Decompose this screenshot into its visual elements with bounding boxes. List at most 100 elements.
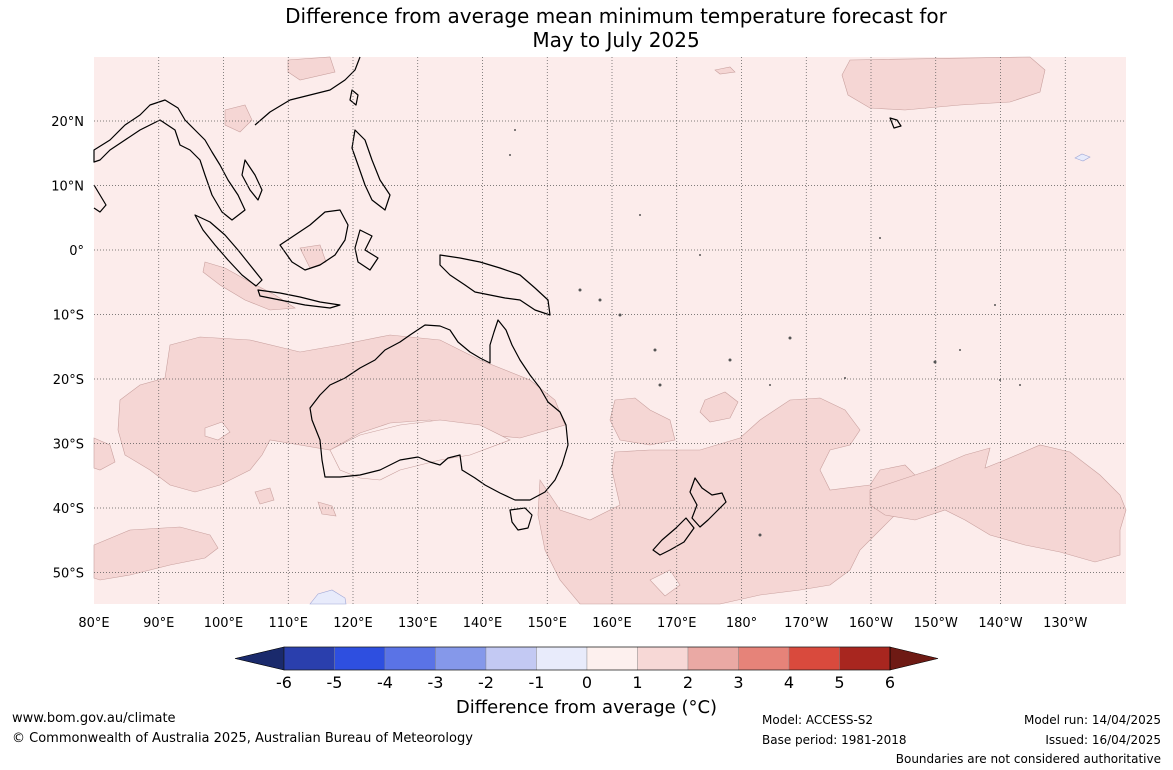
new-guinea-coastline bbox=[439, 254, 551, 316]
longitude-tick-label: 130°E bbox=[398, 616, 438, 631]
longitude-tick-label: 100°E bbox=[204, 616, 244, 631]
colorbar-tick-label: -6 bbox=[276, 673, 292, 692]
anomaly-region-cool-north bbox=[1074, 153, 1091, 162]
colorbar-swatch bbox=[485, 646, 537, 671]
longitude-tick-label: 170°E bbox=[657, 616, 697, 631]
island-dot bbox=[618, 313, 622, 317]
colorbar-swatch bbox=[283, 646, 335, 671]
island-dot bbox=[598, 298, 602, 302]
latitude-tick-label: 0° bbox=[69, 244, 84, 259]
australia-coastline bbox=[309, 319, 569, 501]
island-dot bbox=[769, 384, 771, 386]
java-coastline bbox=[257, 289, 341, 309]
colorbar-swatch bbox=[435, 646, 487, 671]
colorbar-swatch bbox=[839, 646, 891, 671]
latitude-tick-label: 50°S bbox=[53, 567, 84, 582]
colorbar-title: Difference from average (°C) bbox=[455, 697, 718, 718]
longitude-tick-label: 110°E bbox=[268, 616, 308, 631]
hawaii-coastline bbox=[889, 117, 902, 129]
island-dot bbox=[699, 254, 701, 256]
title-line-2: May to July 2025 bbox=[532, 28, 700, 52]
colorbar-outline bbox=[283, 646, 891, 671]
anomaly-region-vietnam bbox=[224, 104, 253, 133]
longitude-tick-label: 120°E bbox=[333, 616, 373, 631]
island-dot bbox=[844, 377, 846, 379]
longitude-tick-label: 130°W bbox=[1043, 616, 1087, 631]
longitude-tick-label: 140°E bbox=[463, 616, 503, 631]
longitude-labels: 80°E 90°E 100°E 110°E 120°E 130°E 140°E 150°E 16… bbox=[78, 616, 1087, 631]
colorbar: -6 -5 -4 -3 -2 -1 0 1 2 3 4 5 6 bbox=[234, 646, 939, 692]
latitude-tick-label: 30°S bbox=[53, 438, 84, 453]
island-dot bbox=[1019, 384, 1021, 386]
colorbar-tick-label: -3 bbox=[428, 673, 444, 692]
india-coastline bbox=[93, 184, 107, 213]
philippines-coastline bbox=[351, 129, 391, 211]
colorbar-tick-label: 3 bbox=[733, 673, 743, 692]
longitude-tick-label: 160°W bbox=[849, 616, 893, 631]
anomaly-region-small-ne bbox=[714, 66, 736, 75]
colorbar-swatch bbox=[586, 646, 638, 671]
anomaly-region-indian-south bbox=[93, 526, 219, 581]
longitude-tick-label: 160°E bbox=[592, 616, 632, 631]
colorbar-swatch bbox=[687, 646, 739, 671]
near-average-hole-south-pacific bbox=[649, 569, 681, 597]
latitude-tick-label: 10°N bbox=[51, 180, 84, 195]
anomaly-region-west-strip bbox=[93, 437, 116, 471]
anomaly-regions-1-to-2 bbox=[93, 56, 1127, 605]
new-zealand-south-coastline bbox=[652, 517, 695, 556]
longitude-tick-label: 150°E bbox=[527, 616, 567, 631]
island-dot bbox=[728, 358, 732, 362]
latitude-tick-label: 40°S bbox=[53, 502, 84, 517]
island-dot bbox=[788, 336, 792, 340]
coastlines bbox=[93, 56, 902, 556]
title-line-1: Difference from average mean minimum tem… bbox=[285, 4, 947, 28]
model-run-text: Model run: 14/04/2025 bbox=[1023, 713, 1161, 727]
new-zealand-north-coastline bbox=[689, 477, 727, 528]
anomaly-region-small-south bbox=[254, 487, 275, 505]
colorbar-swatch bbox=[334, 646, 386, 671]
colorbar-swatch bbox=[637, 646, 689, 671]
model-text: Model: ACCESS-S2 bbox=[762, 713, 874, 727]
island-dot bbox=[933, 360, 937, 364]
latitude-tick-label: 20°N bbox=[51, 115, 84, 130]
boundaries-disclaimer: Boundaries are not considered authoritat… bbox=[895, 752, 1161, 766]
colorbar-tick-label: 6 bbox=[885, 673, 895, 692]
colorbar-tick-label: -5 bbox=[327, 673, 343, 692]
longitude-tick-label: 140°W bbox=[978, 616, 1022, 631]
colorbar-swatch bbox=[788, 646, 840, 671]
colorbar-tick-label: -1 bbox=[529, 673, 545, 692]
island-dot bbox=[509, 154, 511, 156]
sumatra-coastline bbox=[194, 214, 263, 287]
colorbar-extend-high bbox=[889, 646, 939, 671]
island-dot bbox=[639, 214, 641, 216]
anomaly-region-coral-sea bbox=[609, 397, 676, 446]
colorbar-tick-label: 4 bbox=[784, 673, 794, 692]
longitude-tick-label: 90°E bbox=[143, 616, 174, 631]
colorbar-tick-label: 1 bbox=[632, 673, 642, 692]
island-dot bbox=[658, 383, 662, 387]
colorbar-tick-label: 0 bbox=[582, 673, 592, 692]
latitude-tick-label: 10°S bbox=[53, 309, 84, 324]
colorbar-extend-low bbox=[234, 646, 285, 671]
website-link[interactable]: www.bom.gov.au/climate bbox=[12, 711, 176, 726]
island-dot bbox=[879, 237, 881, 239]
taiwan-coastline bbox=[349, 89, 359, 106]
colorbar-tick-label: 2 bbox=[683, 673, 693, 692]
island-dot bbox=[758, 533, 762, 537]
anomaly-region-borneo bbox=[299, 244, 327, 269]
anomaly-region-vanuatu bbox=[699, 391, 739, 423]
island-dot bbox=[653, 348, 657, 352]
borneo-coastline bbox=[279, 209, 349, 271]
island-dot bbox=[994, 304, 996, 306]
chart-title: Difference from average mean minimum tem… bbox=[0, 4, 1173, 52]
colorbar-swatch bbox=[536, 646, 588, 671]
longitude-tick-label: 150°W bbox=[914, 616, 958, 631]
island-dot bbox=[999, 379, 1001, 381]
tasmania-coastline bbox=[509, 507, 533, 531]
copyright-text: © Commonwealth of Australia 2025, Austra… bbox=[12, 731, 473, 746]
pacific-islands bbox=[509, 129, 1021, 537]
latitude-labels: 20°N 10°N 0° 10°S 20°S 30°S 40°S 50°S bbox=[51, 115, 84, 582]
near-average-hole-australia bbox=[329, 419, 511, 481]
anomaly-region-australia bbox=[117, 334, 566, 493]
